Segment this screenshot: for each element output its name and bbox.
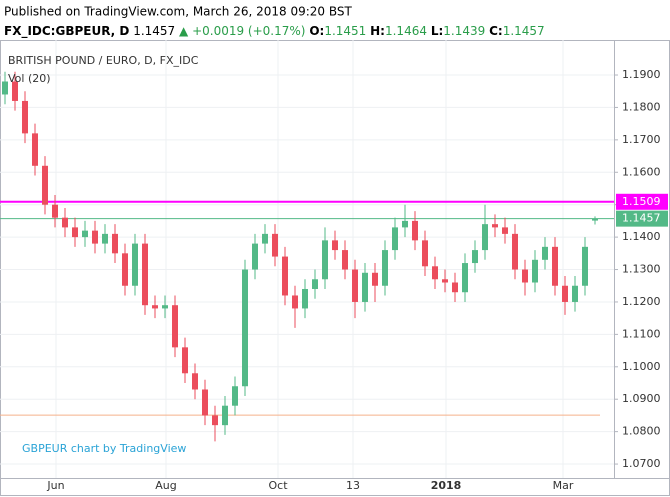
y-tick-label: 1.1100 <box>622 327 661 340</box>
candle-body <box>382 250 388 286</box>
candle-body <box>392 227 398 251</box>
change: ▲ +0.0019 (+0.17%) <box>179 24 305 38</box>
candle-body <box>362 272 368 302</box>
indicator: Vol (20) <box>8 72 51 85</box>
candle-body <box>12 81 18 101</box>
published: Published on TradingView.com, March 26, … <box>4 5 353 19</box>
candle-body <box>542 246 548 260</box>
y-tick-label: 1.1900 <box>622 68 661 81</box>
price-label: 1.1457 <box>622 212 661 225</box>
h-label: H: <box>370 24 385 38</box>
y-tick-label: 1.1300 <box>622 263 661 276</box>
x-tick-label: 13 <box>346 479 360 492</box>
price-label-box <box>616 193 668 210</box>
candle-body <box>472 250 478 264</box>
candle-body <box>422 240 428 267</box>
y-tick-label: 1.0800 <box>622 425 661 438</box>
candle-body <box>572 285 578 302</box>
legend: BRITISH POUND / EURO, D, FX_IDC <box>8 54 199 67</box>
candle-body <box>262 233 268 244</box>
x-tick-label: Mar <box>553 479 574 492</box>
y-tick-label: 1.1200 <box>622 295 661 308</box>
candle-body <box>42 165 48 205</box>
candle-body <box>32 133 38 166</box>
y-tick-label: 1.1800 <box>622 100 661 113</box>
candle-body <box>322 240 328 280</box>
l: 1.1439 <box>443 24 485 38</box>
x-tick-label: Aug <box>155 479 176 492</box>
watermark: GBPEUR chart by TradingView <box>22 442 186 455</box>
c: 1.1457 <box>503 24 545 38</box>
candle-body <box>462 263 468 293</box>
candle-body <box>442 279 448 283</box>
candle-body <box>332 240 338 251</box>
candle-body <box>132 243 138 286</box>
candle-body <box>482 224 488 251</box>
price-label: 1.1509 <box>622 195 661 208</box>
candle-body <box>592 218 598 221</box>
candle-body <box>182 347 188 374</box>
price-label-box <box>616 210 668 227</box>
candle-body <box>162 305 168 309</box>
y-tick-label: 1.1400 <box>622 230 661 243</box>
l-label: L: <box>431 24 443 38</box>
candle-body <box>372 272 378 286</box>
o-label: O: <box>309 24 324 38</box>
candle-body <box>202 389 208 416</box>
candle-body <box>562 285 568 302</box>
candle-body <box>122 253 128 286</box>
candle-body <box>212 415 218 426</box>
o: 1.1451 <box>324 24 366 38</box>
candle-body <box>282 256 288 296</box>
y-tick-label: 1.1000 <box>622 360 661 373</box>
candle-body <box>252 243 258 270</box>
candle-body <box>152 305 158 309</box>
candle-body <box>102 233 108 244</box>
header-quote: FX_IDC:GBPEUR, D 1.1457 ▲ +0.0019 (+0.17… <box>4 24 545 39</box>
candle-body <box>312 279 318 289</box>
candle-body <box>452 282 458 293</box>
candle-body <box>22 100 28 134</box>
candle-body <box>112 233 118 254</box>
candle-body <box>552 246 558 286</box>
h: 1.1464 <box>385 24 427 38</box>
candle-body <box>92 230 98 244</box>
x-tick-label: Oct <box>268 479 288 492</box>
candle-body <box>292 295 298 309</box>
candle-body <box>142 243 148 306</box>
candle-body <box>62 217 68 228</box>
candle-body <box>242 269 248 387</box>
y-tick-label: 1.1700 <box>622 133 661 146</box>
x-tick-label: 2018 <box>431 479 462 492</box>
candle-body <box>222 405 228 426</box>
candle-body <box>172 305 178 348</box>
candle-body <box>352 269 358 302</box>
candle-body <box>402 220 408 228</box>
candle-body <box>232 386 238 406</box>
candle-body <box>502 227 508 234</box>
candle-body <box>272 233 278 257</box>
candle-body <box>432 266 438 280</box>
candle-body <box>522 269 528 283</box>
candle-body <box>512 233 518 270</box>
y-tick-label: 1.1600 <box>622 165 661 178</box>
c-label: C: <box>489 24 503 38</box>
candle-body <box>192 373 198 390</box>
candle-body <box>302 288 308 309</box>
last: 1.1457 <box>133 24 175 38</box>
candle-body <box>492 224 498 228</box>
candle-body <box>82 230 88 238</box>
x-tick-label: Jun <box>46 479 64 492</box>
candle-body <box>52 204 58 218</box>
y-tick-label: 1.0700 <box>622 457 661 470</box>
candle-body <box>532 259 538 283</box>
candle-body <box>582 246 588 286</box>
symbol: FX_IDC:GBPEUR, D <box>4 24 129 39</box>
y-tick-label: 1.0900 <box>622 392 661 405</box>
candle-body <box>342 250 348 270</box>
candle-body <box>412 220 418 241</box>
candle-body <box>72 227 78 238</box>
candle-body <box>2 81 8 95</box>
